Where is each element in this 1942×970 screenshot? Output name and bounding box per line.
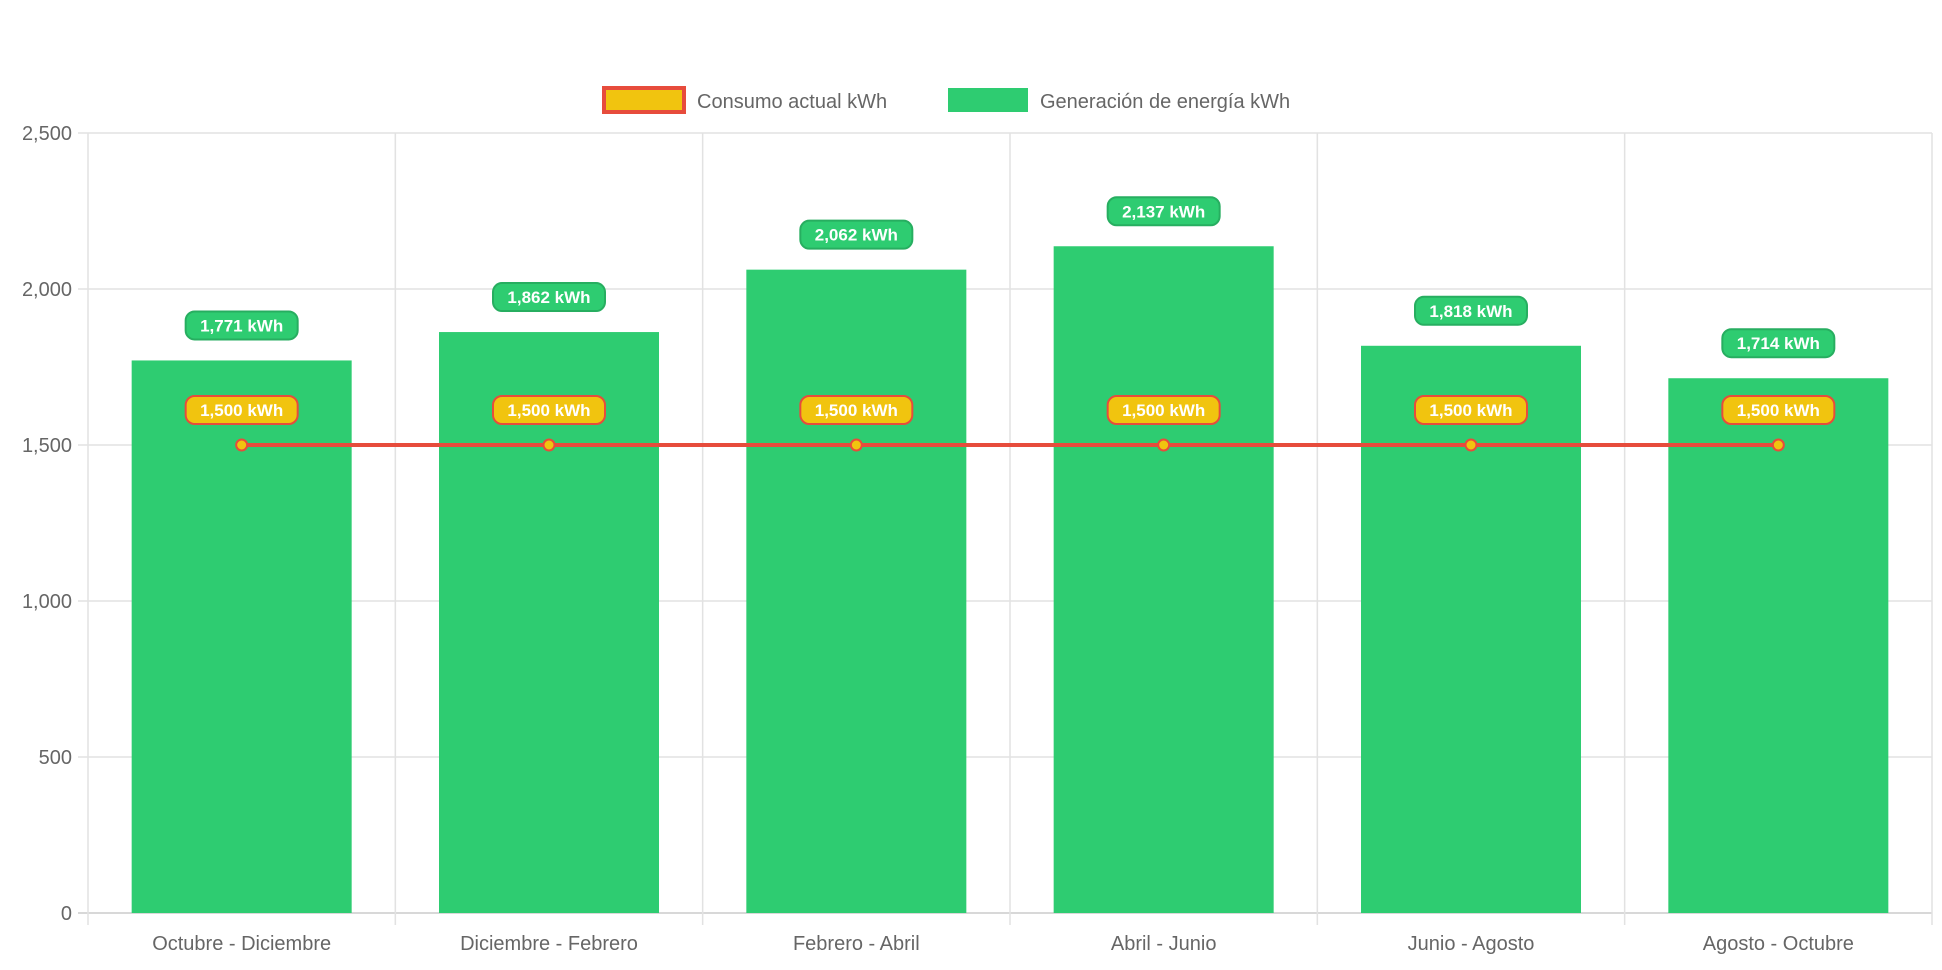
y-tick-label: 1,000: [22, 591, 72, 613]
legend-item-generacion[interactable]: Generación de energía kWh: [948, 88, 1290, 113]
legend-label-generacion: Generación de energía kWh: [1040, 91, 1290, 113]
y-tick-label: 1,500: [22, 435, 72, 457]
x-tick-label: Febrero - Abril: [793, 933, 920, 955]
data-label-box: [184, 310, 299, 341]
x-tick-label: Abril - Junio: [1111, 933, 1217, 955]
point-consumo: [1157, 438, 1171, 452]
data-label: 1,771 kWh: [200, 316, 283, 335]
data-label-box: [1414, 295, 1528, 326]
bar-generacion: [439, 332, 659, 913]
point-consumo: [542, 438, 556, 452]
legend-item-consumo[interactable]: Consumo actual kWh: [602, 86, 887, 114]
bar-generacion: [1668, 378, 1889, 913]
x-tick-label: Agosto - Octubre: [1703, 933, 1854, 955]
data-label: 1,500 kWh: [200, 401, 283, 420]
legend-swatch-consumo: [602, 86, 686, 114]
bar-generacion: [746, 269, 967, 913]
point-consumo: [849, 438, 863, 452]
y-tick-label: 2,500: [22, 123, 72, 145]
y-tick-label: 2,000: [22, 279, 72, 301]
x-tick-label: Octubre - Diciembre: [152, 933, 331, 955]
point-consumo: [235, 438, 249, 452]
data-label: 1,500 kWh: [1429, 401, 1512, 420]
legend[interactable]: Consumo actual kWh Generación de energía…: [602, 86, 1290, 114]
data-label-box: [1414, 395, 1528, 425]
data-label-box: [1106, 395, 1221, 425]
data-label: 2,137 kWh: [1122, 202, 1205, 221]
data-label-box: [799, 395, 914, 425]
point-consumo: [1464, 438, 1478, 452]
data-label: 1,862 kWh: [507, 288, 590, 307]
x-tick-label: Diciembre - Febrero: [460, 933, 638, 955]
consumption-line: [235, 438, 1785, 452]
data-label: 2,062 kWh: [815, 226, 898, 245]
x-tick-label: Junio - Agosto: [1408, 933, 1535, 955]
legend-label-consumo: Consumo actual kWh: [697, 91, 887, 113]
data-label: 1,818 kWh: [1429, 302, 1512, 321]
grid: 0 500 1,000 1,500 2,000 2,500 Octubre - Diciem…: [22, 123, 1933, 955]
bar-generacion: [1361, 345, 1581, 913]
data-label-box: [1721, 328, 1836, 359]
data-label: 1,714 kWh: [1737, 334, 1820, 353]
legend-swatch-generacion: [948, 88, 1028, 112]
data-label: 1,500 kWh: [507, 401, 590, 420]
y-tick-label: 500: [39, 747, 72, 769]
data-label-box: [1106, 196, 1221, 227]
data-label: 1,500 kWh: [1122, 401, 1205, 420]
data-label-box: [492, 395, 606, 425]
data-label: 1,500 kWh: [1737, 401, 1820, 420]
data-label-box: [184, 395, 299, 425]
data-label-box: [799, 219, 914, 250]
bar-generacion: [1053, 246, 1274, 914]
data-label-box: [492, 282, 606, 313]
data-labels: 1,771 kWh 1,862 kWh 2,062 kWh 2,137 kWh 1,81…: [184, 196, 1836, 425]
point-consumo: [1771, 438, 1785, 452]
bar-generacion: [131, 360, 352, 913]
data-label-box: [1721, 395, 1836, 425]
y-tick-label: 0: [61, 903, 72, 925]
data-label: 1,500 kWh: [815, 401, 898, 420]
